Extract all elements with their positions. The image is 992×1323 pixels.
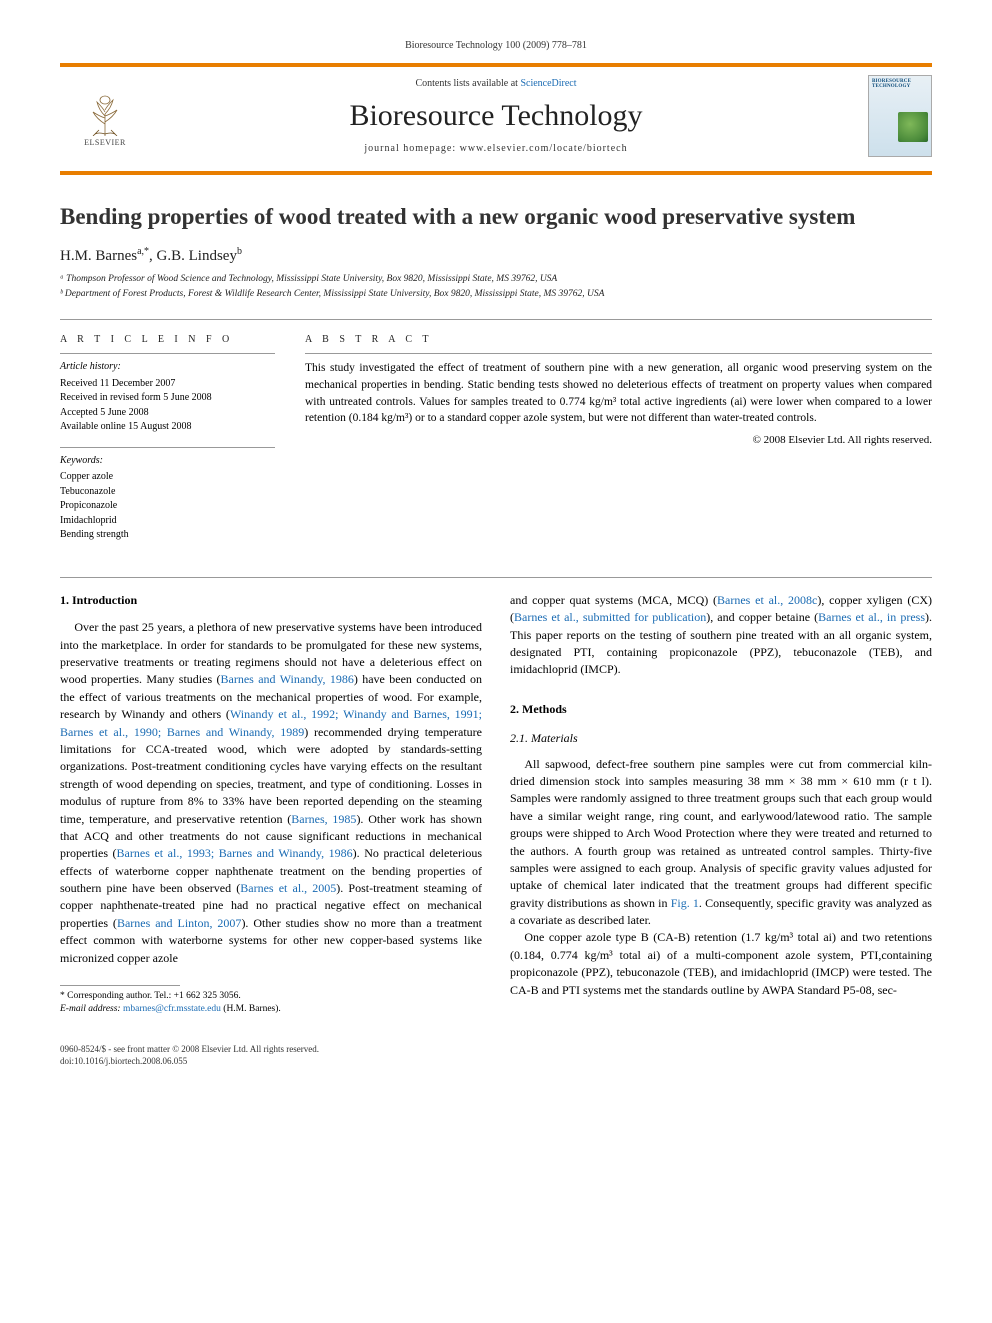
divider	[60, 319, 932, 320]
banner-center: Contents lists available at ScienceDirec…	[150, 78, 842, 154]
keyword: Imidachloprid	[60, 514, 275, 529]
keyword: Propiconazole	[60, 499, 275, 514]
article-title: Bending properties of wood treated with …	[60, 203, 932, 232]
elsevier-logo: ELSEVIER	[76, 85, 134, 147]
citation-link[interactable]: Barnes et al., 2008c	[717, 593, 817, 607]
journal-cover-thumb: BIORESOURCE TECHNOLOGY	[868, 75, 932, 157]
doi-line: doi:10.1016/j.biortech.2008.06.055	[60, 1055, 482, 1068]
citation-link[interactable]: Barnes and Linton, 2007	[117, 916, 242, 930]
keywords-block: Keywords: Copper azole Tebuconazole Prop…	[60, 447, 275, 543]
section-1-heading: 1. Introduction	[60, 592, 482, 609]
contents-line: Contents lists available at ScienceDirec…	[150, 78, 842, 89]
citation-link[interactable]: Barnes et al., 2005	[240, 881, 336, 895]
intro-paragraph: Over the past 25 years, a plethora of ne…	[60, 619, 482, 967]
text-run: ), and copper betaine (	[706, 610, 818, 624]
materials-paragraph-2: One copper azole type B (CA-B) retention…	[510, 929, 932, 999]
text-run: and copper quat systems (MCA, MCQ) (	[510, 593, 717, 607]
right-column: and copper quat systems (MCA, MCQ) (Barn…	[510, 592, 932, 1068]
abstract-heading: A B S T R A C T	[305, 334, 932, 345]
author-1: H.M. Barnes	[60, 248, 137, 264]
text-run: One copper azole type B (CA-B) retention…	[510, 930, 932, 996]
email-line: E-mail address: mbarnes@cfr.msstate.edu …	[60, 1003, 482, 1016]
divider	[60, 577, 932, 578]
abstract-text: This study investigated the effect of tr…	[305, 362, 932, 424]
abstract-body: This study investigated the effect of tr…	[305, 353, 932, 449]
keyword: Copper azole	[60, 470, 275, 485]
cover-image-icon	[898, 112, 928, 142]
article-info-column: A R T I C L E I N F O Article history: R…	[60, 334, 275, 555]
figure-link[interactable]: Fig. 1	[671, 896, 699, 910]
history-block: Article history: Received 11 December 20…	[60, 353, 275, 435]
history-line: Received 11 December 2007	[60, 377, 275, 392]
materials-paragraph-1: All sapwood, defect-free southern pine s…	[510, 756, 932, 930]
publisher-block: ELSEVIER	[60, 85, 150, 147]
citation-link[interactable]: Barnes, 1985	[291, 812, 356, 826]
email-suffix: (H.M. Barnes).	[221, 1004, 281, 1014]
page-container: Bioresource Technology 100 (2009) 778–78…	[0, 0, 992, 1108]
citation-link[interactable]: Barnes and Winandy, 1986	[221, 672, 354, 686]
text-run: ) recommended drying temperature limitat…	[60, 725, 482, 826]
cover-block: BIORESOURCE TECHNOLOGY	[842, 75, 932, 157]
history-line: Accepted 5 June 2008	[60, 406, 275, 421]
left-column: 1. Introduction Over the past 25 years, …	[60, 592, 482, 1068]
author-2: , G.B. Lindsey	[149, 248, 237, 264]
email-link[interactable]: mbarnes@cfr.msstate.edu	[123, 1004, 221, 1014]
article-info-heading: A R T I C L E I N F O	[60, 334, 275, 345]
journal-title: Bioresource Technology	[150, 99, 842, 133]
info-abstract-row: A R T I C L E I N F O Article history: R…	[60, 334, 932, 555]
author-1-sup: a,*	[137, 246, 149, 257]
keyword: Tebuconazole	[60, 485, 275, 500]
body-two-column: 1. Introduction Over the past 25 years, …	[60, 592, 932, 1068]
cover-title: BIORESOURCE TECHNOLOGY	[872, 79, 928, 89]
abstract-copyright: © 2008 Elsevier Ltd. All rights reserved…	[305, 433, 932, 449]
front-matter-line: 0960-8524/$ - see front matter © 2008 El…	[60, 1043, 482, 1056]
doi-block: 0960-8524/$ - see front matter © 2008 El…	[60, 1043, 482, 1068]
history-line: Received in revised form 5 June 2008	[60, 391, 275, 406]
keyword: Bending strength	[60, 528, 275, 543]
elsevier-tree-icon	[85, 94, 125, 136]
history-label: Article history:	[60, 360, 275, 375]
publisher-name: ELSEVIER	[84, 138, 126, 147]
contents-prefix: Contents lists available at	[415, 78, 520, 89]
affiliation-a: ᵃ Thompson Professor of Wood Science and…	[60, 273, 932, 286]
homepage-url[interactable]: www.elsevier.com/locate/biortech	[460, 143, 628, 154]
abstract-column: A B S T R A C T This study investigated …	[305, 334, 932, 555]
footnote-separator	[60, 985, 180, 986]
keywords-label: Keywords:	[60, 454, 275, 469]
author-2-sup: b	[237, 246, 242, 257]
text-run: All sapwood, defect-free southern pine s…	[510, 757, 932, 910]
corresponding-author-footnote: * Corresponding author. Tel.: +1 662 325…	[60, 990, 482, 1017]
journal-banner: ELSEVIER Contents lists available at Sci…	[60, 63, 932, 175]
sciencedirect-link[interactable]: ScienceDirect	[520, 78, 576, 89]
affiliation-b: ᵇ Department of Forest Products, Forest …	[60, 288, 932, 301]
running-header: Bioresource Technology 100 (2009) 778–78…	[60, 40, 932, 51]
homepage-prefix: journal homepage:	[364, 143, 459, 154]
subsection-2-1-heading: 2.1. Materials	[510, 730, 932, 747]
citation-link[interactable]: Barnes et al., submitted for publication	[514, 610, 706, 624]
citation-link[interactable]: Barnes et al., 1993; Barnes and Winandy,…	[117, 846, 353, 860]
citation-link[interactable]: Barnes et al., in press	[818, 610, 925, 624]
homepage-line: journal homepage: www.elsevier.com/locat…	[150, 143, 842, 154]
author-list: H.M. Barnesa,*, G.B. Lindseyb	[60, 246, 932, 265]
section-2-heading: 2. Methods	[510, 701, 932, 718]
intro-continuation: and copper quat systems (MCA, MCQ) (Barn…	[510, 592, 932, 679]
email-label: E-mail address:	[60, 1004, 123, 1014]
history-line: Available online 15 August 2008	[60, 420, 275, 435]
corr-line: * Corresponding author. Tel.: +1 662 325…	[60, 990, 482, 1003]
